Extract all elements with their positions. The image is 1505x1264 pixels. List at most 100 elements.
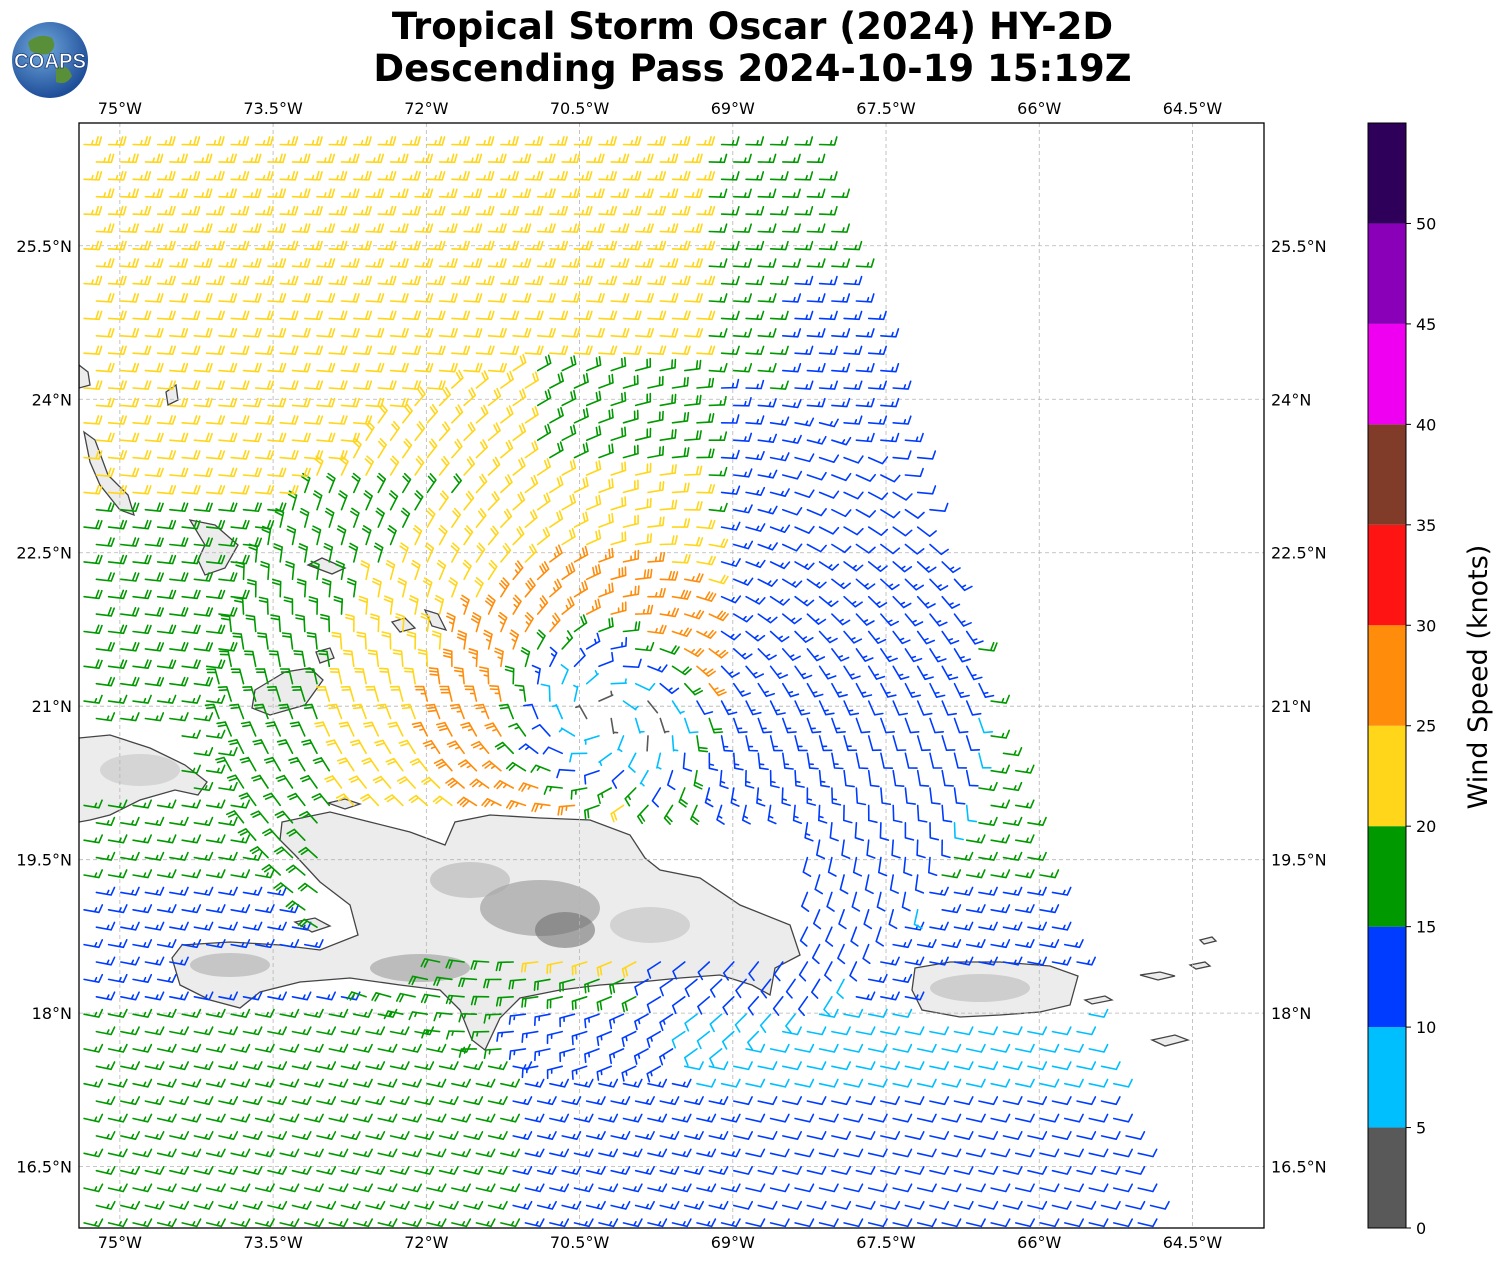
wind-barb (667, 769, 676, 791)
wind-barb (659, 358, 677, 372)
wind-barb (257, 632, 269, 650)
wind-barb (205, 554, 226, 565)
wind-barb (671, 1113, 692, 1123)
wind-barb (747, 1030, 760, 1051)
wind-barb (624, 787, 637, 807)
wind-barb (304, 1113, 324, 1123)
wind-barb (389, 153, 409, 164)
wind-barb (169, 1061, 189, 1071)
wind-barb (708, 502, 728, 513)
wind-barb (373, 542, 384, 563)
wind-barb (95, 362, 115, 373)
wind-barb (818, 275, 838, 286)
wind-barb (156, 1078, 177, 1088)
wind-barb (144, 1200, 165, 1210)
wind-barb (696, 591, 717, 602)
wind-barb (806, 435, 827, 445)
wind-barb (426, 1218, 447, 1228)
wind-barb (396, 992, 416, 1003)
wind-barb (144, 1096, 165, 1106)
wind-barb (573, 275, 593, 286)
wind-barb (622, 700, 639, 711)
wind-barb (438, 362, 458, 373)
wind-barb (720, 275, 740, 286)
wind-barb (181, 1148, 202, 1158)
wind-barb (596, 996, 612, 1012)
wind-barb (205, 624, 226, 635)
wind-barb (144, 1166, 165, 1175)
wind-barb (365, 1200, 386, 1210)
wind-barb (242, 258, 262, 268)
wind-barb (573, 136, 593, 146)
wind-barb (570, 787, 588, 800)
wind-barb (475, 170, 495, 181)
wind-barb (536, 1096, 557, 1106)
wind-barb (120, 258, 140, 268)
wind-barb (242, 188, 262, 198)
wind-barb (745, 486, 766, 496)
wind-barb (696, 519, 716, 530)
wind-barb (389, 258, 409, 268)
wind-barb (377, 438, 387, 459)
wind-barb (745, 735, 759, 752)
wind-barb (487, 1131, 508, 1140)
wind-barb (205, 1078, 226, 1088)
wind-barb (769, 700, 786, 716)
wind-barb (144, 327, 164, 338)
wind-barb (375, 507, 385, 528)
wind-barb (782, 434, 802, 444)
wind-barb (875, 926, 884, 947)
wind-barb (892, 415, 912, 425)
wind-barb (561, 424, 577, 441)
wind-barb (132, 450, 152, 460)
wind-barb (867, 1078, 888, 1088)
wind-barb (696, 665, 716, 677)
wind-barb (671, 345, 691, 355)
wind-barb (218, 397, 238, 408)
wind-barb (181, 345, 201, 355)
colorbar-tick-label-0: 0 (1416, 1219, 1426, 1238)
wind-barb (610, 1200, 631, 1210)
wind-barb (536, 629, 546, 650)
wind-barb (120, 956, 140, 966)
lon-tick-label-top-1: 73.5°W (243, 99, 303, 118)
wind-barb (328, 1043, 349, 1053)
wind-barb (843, 769, 855, 788)
wind-barb (219, 650, 232, 668)
wind-barb (953, 648, 971, 663)
wind-barb (757, 1200, 778, 1210)
lat-tick-label-left-0: 16.5°N (16, 1158, 72, 1177)
wind-barb (218, 851, 238, 861)
wind-barb (426, 473, 437, 494)
wind-barb (229, 703, 245, 720)
wind-barb (512, 153, 532, 164)
wind-barb (585, 564, 602, 581)
wind-barb (806, 717, 822, 734)
wind-barb (904, 956, 925, 966)
lat-tick-label-right-4: 22.5°N (1271, 544, 1327, 563)
wind-barb (414, 153, 434, 164)
wind-barb (782, 613, 802, 625)
colorbar-tick-label-9: 45 (1416, 315, 1436, 334)
wind-barb (181, 869, 202, 879)
wind-barb (818, 769, 830, 788)
lat-tick-label-left-1: 18°N (32, 1004, 72, 1023)
wind-barb (745, 1043, 766, 1053)
wind-barb (610, 223, 630, 233)
wind-barb (990, 799, 1011, 809)
wind-barb (181, 1008, 202, 1018)
wind-barb (352, 438, 362, 459)
wind-barb (451, 1148, 471, 1158)
wind-barb (716, 804, 725, 825)
wind-barb (585, 529, 602, 546)
wind-barb (818, 310, 838, 321)
wind-barb (426, 380, 446, 390)
wind-barb (83, 519, 103, 530)
wind-barb (107, 1043, 128, 1053)
wind-barb (785, 978, 796, 999)
wind-barb (904, 1166, 925, 1175)
wind-barb (585, 598, 601, 615)
wind-barb (328, 1008, 349, 1018)
wind-barb (904, 613, 924, 627)
gridlines (79, 123, 1264, 1228)
